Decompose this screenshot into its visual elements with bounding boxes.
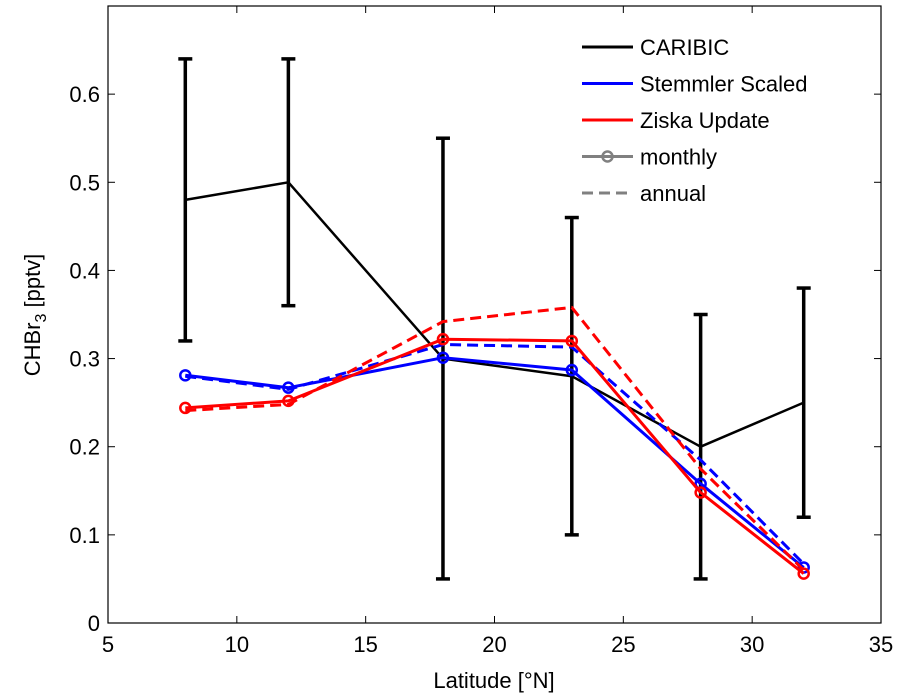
ticks-layer: 5 10 15 20 25 30 35 0 0.1 0.2 0.3 0.4 0.5 0.6	[69, 6, 893, 657]
legend-item: monthly	[582, 145, 717, 170]
legend-label: CARIBIC	[640, 35, 729, 60]
data-point	[436, 332, 450, 346]
data-point	[179, 401, 192, 415]
x-tick-label: 15	[353, 632, 377, 657]
y-tick-label: 0.3	[69, 347, 100, 372]
data-point	[565, 363, 579, 377]
x-tick-label: 30	[740, 632, 764, 657]
y-tick-label: 0.2	[69, 435, 100, 460]
y-tick-label: 0	[88, 611, 100, 636]
y-tick-label: 0.6	[69, 82, 100, 107]
legend-label: annual	[640, 181, 706, 206]
legend-marker	[601, 150, 614, 163]
data-point	[565, 334, 579, 348]
data-point	[179, 369, 192, 382]
y-tick-label: 0.4	[69, 258, 100, 283]
y-axis-label: CHBr3 [pptv]	[20, 254, 50, 377]
series-line	[185, 305, 805, 572]
series-line	[185, 356, 805, 569]
legend-item: annual	[582, 181, 706, 206]
x-tick-label: 25	[611, 632, 635, 657]
y-tick-label: 0.5	[69, 170, 100, 195]
x-axis-label: Latitude [°N]	[433, 668, 554, 693]
x-tick-label: 35	[869, 632, 893, 657]
series-line	[185, 343, 805, 565]
x-tick-label: 10	[225, 632, 249, 657]
series-line	[185, 337, 805, 575]
y-tick-label: 0.1	[69, 523, 100, 548]
legend: CARIBIC Stemmler Scaled Ziska Update monthl…	[582, 35, 808, 206]
x-tick-label: 5	[102, 632, 114, 657]
legend-label: monthly	[640, 145, 717, 170]
legend-item: Stemmler Scaled	[582, 72, 808, 97]
legend-label: Ziska Update	[640, 108, 770, 133]
x-tick-label: 20	[482, 632, 506, 657]
legend-label: Stemmler Scaled	[640, 72, 808, 97]
series-group	[185, 343, 805, 565]
data-point	[694, 486, 707, 499]
series-layer	[178, 57, 811, 581]
data-point	[436, 351, 450, 364]
series-group	[185, 305, 805, 572]
series-line	[185, 181, 805, 448]
legend-item: CARIBIC	[582, 35, 729, 60]
legend-item: Ziska Update	[582, 108, 770, 133]
